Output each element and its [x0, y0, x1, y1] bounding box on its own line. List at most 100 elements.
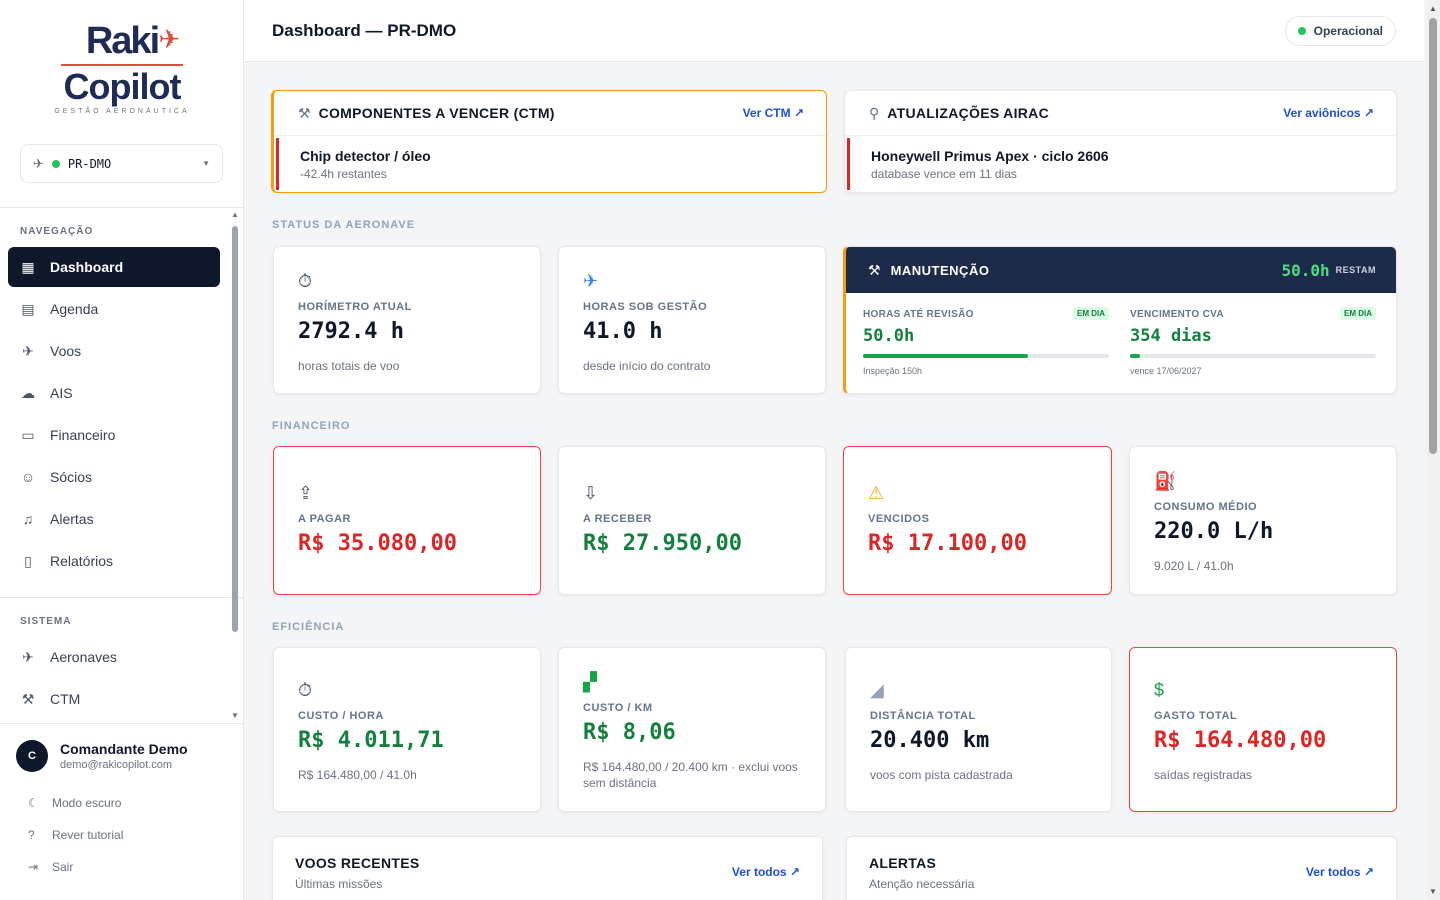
stopwatch-icon: ⏱ — [298, 271, 313, 291]
logout-link[interactable]: ⇥ Sair — [28, 860, 74, 874]
custo-km-card: ▞ CUSTO / KM R$ 8,06 R$ 164.480,00 / 20.… — [558, 647, 826, 812]
a-pagar-label: A PAGAR — [298, 513, 351, 525]
vencidos-card[interactable]: ⚠ VENCIDOS R$ 17.100,00 — [843, 446, 1112, 595]
revision-badge: EM DIA — [1073, 307, 1109, 320]
view-all-flights-link[interactable]: Ver todos ↗ — [731, 865, 800, 879]
gasto-value: R$ 164.480,00 — [1154, 728, 1327, 753]
dark-mode-toggle[interactable]: ☾ Modo escuro — [28, 796, 122, 810]
revision-note: Inspeção 150h — [863, 366, 923, 376]
section-efficiency-label: EFICIÊNCIA — [272, 621, 345, 633]
horas-gestao-sub: desde início do contrato — [583, 359, 711, 373]
a-pagar-card[interactable]: ⇪ A PAGAR R$ 35.080,00 — [273, 446, 541, 595]
sidebar-item-agenda[interactable]: ▤ Agenda — [21, 300, 99, 318]
plane-icon: ✈ — [583, 271, 599, 291]
cva-label: VENCIMENTO CVA — [1130, 309, 1224, 320]
moon-icon: ☾ — [28, 796, 39, 810]
distancia-value: 20.400 km — [870, 728, 990, 753]
a-receber-label: A RECEBER — [583, 513, 652, 525]
sidebar-item-dashboard[interactable]: ▦ Dashboard — [8, 247, 220, 287]
report-icon: ▯ — [24, 552, 32, 569]
horas-gestao-card: ✈ HORAS SOB GESTÃO 41.0 h desde início d… — [558, 246, 826, 394]
tutorial-link[interactable]: ? Rever tutorial — [28, 828, 124, 842]
scroll-down-icon[interactable]: ▼ — [231, 711, 239, 720]
calendar-icon: ▤ — [21, 300, 35, 317]
main-scroll-thumb[interactable] — [1429, 18, 1437, 454]
sidebar-item-aeronaves[interactable]: ✈ Aeronaves — [8, 637, 220, 677]
money-icon: ▭ — [21, 426, 35, 443]
vencidos-value: R$ 17.100,00 — [868, 531, 1027, 556]
brand-logo[interactable]: Raki ✈ Copilot GESTÃO AERONÁUTICA — [0, 22, 244, 115]
plane-icon: ✈ — [22, 342, 34, 359]
scroll-up-icon[interactable]: ▲ — [231, 210, 239, 219]
inbox-icon: ⇩ — [583, 483, 599, 503]
road-icon: ▞ — [583, 672, 597, 692]
tools-icon: ⚒ — [298, 104, 311, 121]
sidebar-scrollbar[interactable]: ▲ ▼ — [230, 210, 240, 720]
section-status-label: STATUS DA AERONAVE — [272, 219, 416, 231]
recent-flights-sub: Últimas missões — [295, 877, 383, 891]
custo-hora-card: ⏱ CUSTO / HORA R$ 4.011,71 R$ 164.480,00… — [273, 647, 541, 812]
a-pagar-value: R$ 35.080,00 — [298, 531, 457, 556]
scroll-down-icon[interactable]: ▼ — [1429, 887, 1437, 896]
a-receber-value: R$ 27.950,00 — [583, 531, 742, 556]
status-dot — [1297, 27, 1306, 35]
airac-item-title: Honeywell Primus Apex · ciclo 2606 — [871, 148, 1109, 164]
alerts-title: ALERTAS — [869, 855, 937, 871]
view-all-alerts-link[interactable]: Ver todos ↗ — [1305, 865, 1374, 879]
scroll-up-icon[interactable]: ▲ — [1429, 4, 1437, 13]
airac-item[interactable]: Honeywell Primus Apex · ciclo 2606 datab… — [845, 136, 1396, 192]
aircraft-selector[interactable]: ✈ PR-DMO ▼ — [20, 144, 223, 183]
sidebar-item-ctm[interactable]: ⚒ CTM — [21, 690, 81, 708]
sidebar-item-socios[interactable]: ☺ Sócios — [20, 469, 93, 485]
consumo-sub: 9.020 L / 41.0h — [1154, 559, 1234, 573]
page-title: Dashboard — PR-DMO — [272, 21, 457, 40]
bell-icon: ♫ — [22, 511, 34, 527]
revision-label: HORAS ATÉ REVISÃO — [863, 309, 974, 320]
maintenance-remaining-suffix: RESTAM — [1335, 265, 1376, 275]
alerts-sub: Atenção necessária — [869, 877, 975, 891]
sidebar: Raki ✈ Copilot GESTÃO AERONÁUTICA ✈ PR-DM… — [0, 0, 244, 900]
sidebar-item-voos[interactable]: ✈ Voos — [8, 331, 220, 371]
gasto-total-card[interactable]: $ GASTO TOTAL R$ 164.480,00 saídas regis… — [1129, 647, 1397, 812]
sidebar-scroll-thumb[interactable] — [232, 226, 238, 632]
plane-icon: ✈ — [22, 648, 34, 665]
ctm-item[interactable]: Chip detector / óleo -42.4h restantes — [274, 136, 826, 192]
alerts-card: ALERTAS Atenção necessária Ver todos ↗ — [846, 836, 1397, 900]
ruler-icon: ◢ — [870, 680, 884, 700]
sidebar-item-alertas[interactable]: ♫ Alertas — [8, 499, 220, 539]
custo-km-label: CUSTO / KM — [583, 702, 653, 714]
consumo-card: ⛽ CONSUMO MÉDIO 220.0 L/h 9.020 L / 41.0… — [1129, 446, 1397, 595]
top-bar: Dashboard — PR-DMO Operacional — [244, 0, 1424, 62]
plane-logo-icon: ✈ — [158, 24, 180, 54]
custo-km-value: R$ 8,06 — [583, 720, 676, 745]
user-name: Comandante Demo — [60, 741, 188, 757]
tools-icon: ⚒ — [868, 261, 881, 278]
sidebar-item-ais[interactable]: ☁ AIS — [21, 384, 73, 402]
ctm-item-title: Chip detector / óleo — [300, 148, 431, 164]
consumo-label: CONSUMO MÉDIO — [1154, 501, 1258, 513]
custo-hora-value: R$ 4.011,71 — [298, 728, 444, 753]
nav-section-label: NAVEGAÇÃO — [20, 226, 94, 237]
horimetro-label: HORÍMETRO ATUAL — [298, 301, 412, 313]
ctm-card: ⚒ COMPONENTES A VENCER (CTM) Ver CTM ↗ C… — [271, 90, 827, 193]
sidebar-item-relatorios[interactable]: ▯ Relatórios — [8, 541, 220, 581]
outbox-icon: ⇪ — [298, 483, 314, 503]
user-profile[interactable]: C Comandante Demo demo@rakicopilot.com — [16, 740, 188, 772]
aircraft-selector-value: PR-DMO — [67, 156, 112, 171]
cva-block: VENCIMENTO CVA EM DIA 354 dias vence 17/… — [1130, 307, 1376, 376]
wrench-icon: ⚒ — [21, 690, 35, 707]
a-receber-card[interactable]: ⇩ A RECEBER R$ 27.950,00 — [558, 446, 826, 595]
help-icon: ? — [28, 828, 35, 842]
view-ctm-link[interactable]: Ver CTM ↗ — [742, 106, 804, 120]
main-scrollbar[interactable]: ▲ ▼ — [1426, 0, 1440, 900]
custo-hora-sub: R$ 164.480,00 / 41.0h — [298, 768, 417, 782]
ctm-item-sub: -42.4h restantes — [300, 167, 387, 181]
view-avionics-link[interactable]: Ver aviônicos ↗ — [1283, 106, 1374, 120]
users-icon: ☺ — [20, 469, 36, 485]
sidebar-item-financeiro[interactable]: ▭ Financeiro — [21, 426, 116, 444]
gasto-sub: saídas registradas — [1154, 768, 1253, 782]
cva-note: vence 17/06/2027 — [1130, 366, 1202, 376]
status-badge[interactable]: Operacional — [1284, 16, 1396, 46]
revision-progress — [863, 354, 1109, 358]
airac-item-sub: database vence em 11 dias — [871, 167, 1017, 181]
